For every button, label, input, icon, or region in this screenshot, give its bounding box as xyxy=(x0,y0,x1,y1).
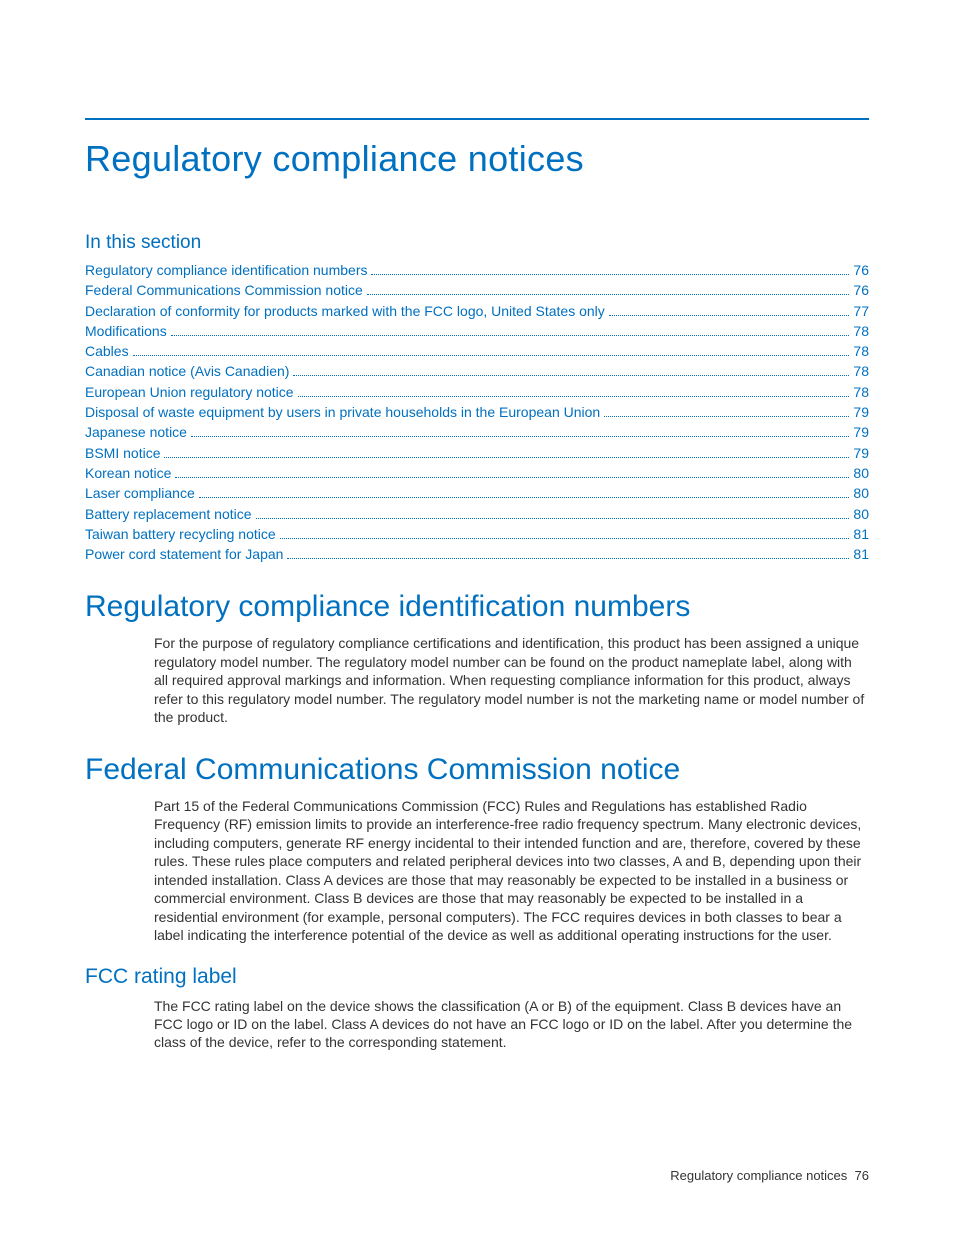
toc-leader-dots xyxy=(609,315,850,316)
toc-row[interactable]: Disposal of waste equipment by users in … xyxy=(85,402,869,422)
toc-row[interactable]: BSMI notice 79 xyxy=(85,443,869,463)
section-body-identification: For the purpose of regulatory compliance… xyxy=(154,634,869,726)
toc-leader-dots xyxy=(171,335,850,336)
toc-leader-dots xyxy=(256,518,850,519)
toc-label[interactable]: Canadian notice (Avis Canadien) xyxy=(85,361,289,381)
toc-page-number[interactable]: 78 xyxy=(853,382,869,402)
toc-row[interactable]: Declaration of conformity for products m… xyxy=(85,301,869,321)
section-heading-identification: Regulatory compliance identification num… xyxy=(85,590,869,624)
toc-leader-dots xyxy=(191,436,849,437)
top-rule xyxy=(85,118,869,120)
section-heading-fcc-notice: Federal Communications Commission notice xyxy=(85,753,869,787)
toc-label[interactable]: Declaration of conformity for products m… xyxy=(85,301,605,321)
toc-row[interactable]: Battery replacement notice 80 xyxy=(85,504,869,524)
toc-row[interactable]: Power cord statement for Japan 81 xyxy=(85,544,869,564)
toc-leader-dots xyxy=(604,416,849,417)
toc-label[interactable]: European Union regulatory notice xyxy=(85,382,294,402)
toc-page-number[interactable]: 80 xyxy=(853,504,869,524)
toc-leader-dots xyxy=(371,274,849,275)
page-footer: Regulatory compliance notices 76 xyxy=(670,1168,869,1183)
toc-row[interactable]: Laser compliance 80 xyxy=(85,483,869,503)
toc-label[interactable]: Regulatory compliance identification num… xyxy=(85,260,367,280)
toc-leader-dots xyxy=(293,375,849,376)
toc-page-number[interactable]: 76 xyxy=(853,260,869,280)
toc-page-number[interactable]: 81 xyxy=(853,544,869,564)
toc-page-number[interactable]: 80 xyxy=(853,463,869,483)
toc-leader-dots xyxy=(133,355,850,356)
toc-leader-dots xyxy=(367,294,850,295)
toc-label[interactable]: Japanese notice xyxy=(85,422,187,442)
page-title: Regulatory compliance notices xyxy=(85,138,869,180)
toc-leader-dots xyxy=(199,497,850,498)
document-page: Regulatory compliance notices In this se… xyxy=(0,0,954,1052)
toc-page-number[interactable]: 76 xyxy=(853,280,869,300)
toc-row[interactable]: Modifications 78 xyxy=(85,321,869,341)
toc-row[interactable]: Federal Communications Commission notice… xyxy=(85,280,869,300)
toc-leader-dots xyxy=(280,538,850,539)
toc-page-number[interactable]: 79 xyxy=(853,422,869,442)
section-heading-fcc-rating: FCC rating label xyxy=(85,965,869,989)
toc-page-number[interactable]: 78 xyxy=(853,361,869,381)
section-body-fcc-rating: The FCC rating label on the device shows… xyxy=(154,997,869,1052)
toc-page-number[interactable]: 79 xyxy=(853,402,869,422)
toc-page-number[interactable]: 80 xyxy=(853,483,869,503)
toc-label[interactable]: Disposal of waste equipment by users in … xyxy=(85,402,600,422)
toc-row[interactable]: Regulatory compliance identification num… xyxy=(85,260,869,280)
toc-page-number[interactable]: 77 xyxy=(853,301,869,321)
in-this-section-heading: In this section xyxy=(85,232,869,254)
toc-leader-dots xyxy=(287,558,849,559)
toc-row[interactable]: Canadian notice (Avis Canadien) 78 xyxy=(85,361,869,381)
toc-label[interactable]: BSMI notice xyxy=(85,443,160,463)
toc-row[interactable]: Taiwan battery recycling notice 81 xyxy=(85,524,869,544)
toc-label[interactable]: Power cord statement for Japan xyxy=(85,544,283,564)
toc-page-number[interactable]: 81 xyxy=(853,524,869,544)
toc-label[interactable]: Cables xyxy=(85,341,129,361)
toc-label[interactable]: Battery replacement notice xyxy=(85,504,252,524)
footer-page-number: 76 xyxy=(855,1168,869,1183)
toc-page-number[interactable]: 78 xyxy=(853,341,869,361)
toc-leader-dots xyxy=(298,396,850,397)
toc-page-number[interactable]: 78 xyxy=(853,321,869,341)
toc-leader-dots xyxy=(175,477,849,478)
toc-label[interactable]: Korean notice xyxy=(85,463,171,483)
toc-label[interactable]: Laser compliance xyxy=(85,483,195,503)
toc-label[interactable]: Federal Communications Commission notice xyxy=(85,280,363,300)
toc-row[interactable]: European Union regulatory notice 78 xyxy=(85,382,869,402)
toc-row[interactable]: Cables 78 xyxy=(85,341,869,361)
toc-row[interactable]: Korean notice 80 xyxy=(85,463,869,483)
table-of-contents: Regulatory compliance identification num… xyxy=(85,260,869,564)
footer-label: Regulatory compliance notices xyxy=(670,1168,847,1183)
toc-label[interactable]: Modifications xyxy=(85,321,167,341)
toc-label[interactable]: Taiwan battery recycling notice xyxy=(85,524,276,544)
toc-page-number[interactable]: 79 xyxy=(853,443,869,463)
toc-row[interactable]: Japanese notice 79 xyxy=(85,422,869,442)
section-body-fcc-notice: Part 15 of the Federal Communications Co… xyxy=(154,797,869,945)
toc-leader-dots xyxy=(164,457,849,458)
